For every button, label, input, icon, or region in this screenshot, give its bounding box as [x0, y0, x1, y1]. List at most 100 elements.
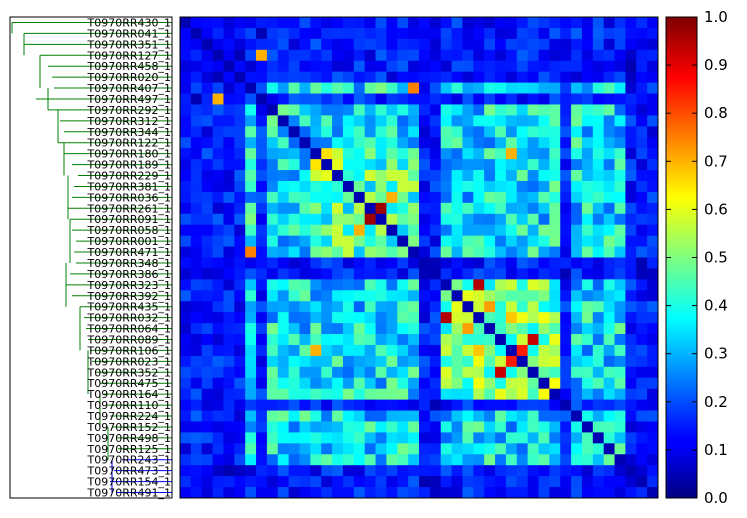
heatmap-cell	[429, 279, 442, 291]
heatmap-cell	[397, 60, 409, 73]
colorbar-ticks: 0.00.10.20.30.40.50.60.70.80.91.0	[666, 8, 728, 507]
heatmap-cell	[419, 38, 431, 51]
heatmap-cell	[353, 454, 366, 466]
heatmap-cell	[495, 60, 507, 73]
heatmap-cell	[419, 71, 431, 83]
heatmap-cell	[223, 148, 235, 160]
colorbar	[665, 16, 698, 499]
heatmap-cell	[245, 224, 257, 237]
heatmap-cell	[484, 465, 496, 477]
heatmap-cell	[592, 170, 605, 182]
heatmap-cell	[245, 268, 257, 280]
heatmap-cell	[277, 115, 290, 127]
heatmap-cell	[299, 38, 311, 51]
heatmap-cell	[473, 224, 485, 237]
heatmap-cell	[321, 191, 333, 204]
heatmap-cell	[538, 476, 550, 488]
heatmap-cell	[603, 344, 615, 357]
heatmap-cell	[212, 377, 224, 390]
heatmap-cell	[277, 137, 290, 149]
heatmap-cell	[342, 323, 355, 335]
heatmap-cell	[321, 235, 333, 247]
heatmap-cell	[277, 268, 290, 280]
heatmap-cell	[495, 213, 507, 226]
heatmap-cell	[299, 191, 311, 204]
heatmap-cell	[451, 38, 463, 51]
heatmap-cell	[516, 421, 529, 433]
heatmap-cell	[592, 344, 605, 357]
heatmap-cell	[408, 377, 420, 390]
heatmap-cell	[256, 410, 268, 422]
heatmap-cell	[625, 312, 637, 324]
heatmap-cell	[451, 60, 463, 73]
heatmap-cell	[342, 246, 355, 258]
heatmap-cell	[190, 104, 203, 116]
heatmap-cell	[625, 487, 637, 499]
heatmap-cell	[451, 290, 463, 302]
heatmap-cell	[462, 148, 474, 160]
heatmap-cell	[332, 465, 344, 477]
heatmap-cell	[625, 432, 637, 444]
heatmap-cell	[408, 17, 420, 29]
heatmap-cell	[592, 93, 605, 105]
heatmap-cell	[516, 104, 529, 116]
heatmap-cell	[321, 388, 333, 401]
row-label: T0970RR110_1	[87, 399, 172, 412]
heatmap-cell	[353, 235, 366, 247]
heatmap-cell	[180, 202, 192, 215]
heatmap-cell	[560, 38, 572, 51]
heatmap-cell	[256, 191, 268, 204]
heatmap-cell	[614, 115, 626, 127]
heatmap-cell	[364, 421, 376, 433]
heatmap-cell	[180, 49, 192, 62]
heatmap-cell	[342, 38, 355, 51]
heatmap-cell	[408, 290, 420, 302]
heatmap-cell	[527, 104, 539, 116]
heatmap-cell	[321, 476, 333, 488]
heatmap-cell	[223, 170, 235, 182]
heatmap-cell	[397, 246, 409, 258]
heatmap-cell	[440, 38, 452, 51]
heatmap-cell	[364, 476, 376, 488]
heatmap-cell	[505, 279, 518, 291]
heatmap-cell	[408, 432, 420, 444]
heatmap-cell	[397, 71, 409, 83]
heatmap-cell	[592, 224, 605, 237]
heatmap-cell	[549, 279, 561, 291]
heatmap-cell	[647, 104, 659, 116]
heatmap-cell	[462, 388, 474, 401]
heatmap-cell	[625, 355, 637, 368]
heatmap-cell	[592, 60, 605, 73]
heatmap-cell	[603, 355, 615, 368]
heatmap-cell	[310, 476, 322, 488]
heatmap-cell	[419, 344, 431, 357]
heatmap-cell	[386, 148, 398, 160]
heatmap-cell	[473, 170, 485, 182]
heatmap-cell	[408, 49, 420, 62]
heatmap-cell	[484, 148, 496, 160]
heatmap-cell	[484, 487, 496, 499]
heatmap-cell	[581, 27, 594, 40]
heatmap-cell	[321, 27, 333, 40]
heatmap-cell	[538, 246, 550, 258]
heatmap-cell	[310, 159, 322, 171]
heatmap-cell	[256, 93, 268, 105]
heatmap-cell	[505, 366, 518, 379]
heatmap-cell	[353, 38, 366, 51]
heatmap-cell	[190, 115, 203, 127]
heatmap-cell	[353, 148, 366, 160]
heatmap-cell	[408, 312, 420, 324]
heatmap-cell	[592, 71, 605, 83]
heatmap-cell	[516, 213, 529, 226]
heatmap-cell	[299, 17, 311, 29]
heatmap-cell	[180, 399, 192, 411]
heatmap-cell	[364, 224, 376, 237]
heatmap-cell	[603, 104, 615, 116]
heatmap-cell	[234, 268, 246, 280]
heatmap-cell	[245, 290, 257, 302]
heatmap-cell	[234, 279, 246, 291]
heatmap-cell	[190, 410, 203, 422]
heatmap-cell	[571, 334, 583, 346]
heatmap-cell	[386, 301, 398, 313]
heatmap-cell	[527, 213, 539, 226]
